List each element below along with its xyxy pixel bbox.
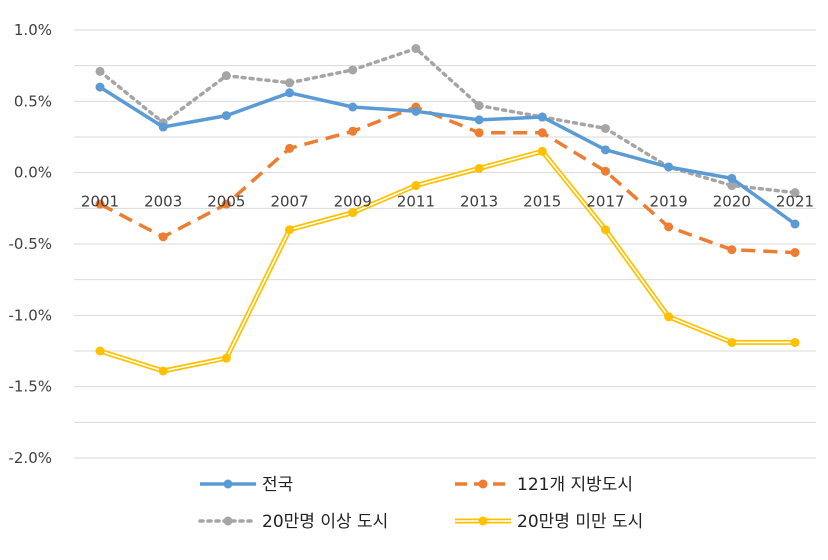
data-point [95,66,105,76]
series-line-outer [99,148,795,374]
data-point [285,88,295,98]
data-point [790,188,800,198]
data-point [221,199,231,209]
x-tick-label: 2019 [650,193,688,211]
x-tick-label: 2021 [776,193,814,211]
data-point [790,337,800,347]
series-lines [95,44,800,376]
y-tick-label: 1.0% [14,21,52,39]
data-point [727,245,737,255]
data-point [790,248,800,258]
x-tick-label: 2015 [523,193,561,211]
x-tick-label: 2009 [334,193,372,211]
legend-label: 121개 지방도시 [517,475,633,495]
data-point [537,128,547,138]
x-tick-label: 2011 [397,193,435,211]
data-point [348,208,358,218]
data-point [95,82,105,92]
data-point [727,173,737,183]
data-point [600,225,610,235]
data-point [221,71,231,81]
series-4 [95,146,800,376]
data-point [158,232,168,242]
x-tick-label: 2013 [460,193,498,211]
data-point [664,162,674,172]
legend-label: 전국 [262,475,293,495]
legend-marker [478,516,488,526]
series-line [99,105,796,255]
data-point [600,145,610,155]
data-point [664,312,674,322]
legend-item: 전국 [200,475,293,495]
legend-label: 20만명 미만 도시 [517,512,643,532]
data-point [537,146,547,156]
y-tick-label: -1.5% [8,378,52,396]
series-line [99,85,797,226]
data-point [95,346,105,356]
series-2 [95,102,800,258]
data-point [727,181,737,191]
data-point [158,122,168,132]
data-point [474,163,484,173]
data-point [474,128,484,138]
y-tick-label: 0.0% [14,164,52,182]
y-tick-label: -1.0% [8,306,52,324]
legend: 전국 121개 지방도시 20만명 이상 도시 20만명 미만 도시 [198,475,643,532]
data-point [411,181,421,191]
data-point [664,222,674,232]
grid [74,29,816,459]
y-tick-label: 0.5% [14,92,52,110]
x-tick-label: 2007 [270,193,308,211]
data-point [221,353,231,363]
data-point [348,126,358,136]
series-1 [95,82,800,229]
legend-marker [478,479,488,489]
data-point [474,115,484,125]
data-point [600,123,610,133]
y-tick-label: -2.0% [8,449,52,467]
data-point [790,219,800,229]
legend-marker [223,516,233,526]
x-tick-label: 2003 [144,193,182,211]
data-point [285,143,295,153]
series-line-inner [99,150,795,372]
y-axis: 1.0% 0.5% 0.0% -0.5% -1.0% -1.5% -2.0% [8,21,52,467]
data-point [600,166,610,176]
data-point [95,199,105,209]
data-point [411,44,421,54]
legend-label: 20만명 이상 도시 [262,512,388,532]
series-line [98,46,797,195]
data-point [537,112,547,122]
legend-item: 20만명 이상 도시 [198,512,388,532]
data-point [285,78,295,88]
legend-item: 20만명 미만 도시 [455,512,643,532]
data-point [221,111,231,121]
legend-item: 121개 지방도시 [455,475,633,495]
y-tick-label: -0.5% [8,235,52,253]
data-point [727,337,737,347]
x-axis: 2001 2003 2005 2007 2009 2011 2013 2015 2017 2019… [81,193,814,211]
data-point [411,106,421,116]
data-point [348,65,358,75]
x-tick-label: 2001 [81,193,119,211]
legend-marker [223,479,233,489]
data-point [348,102,358,112]
data-point [474,101,484,111]
data-point [158,366,168,376]
x-tick-label: 2017 [586,193,624,211]
x-tick-label: 2005 [207,193,245,211]
x-tick-label: 2020 [713,193,751,211]
data-point [285,225,295,235]
